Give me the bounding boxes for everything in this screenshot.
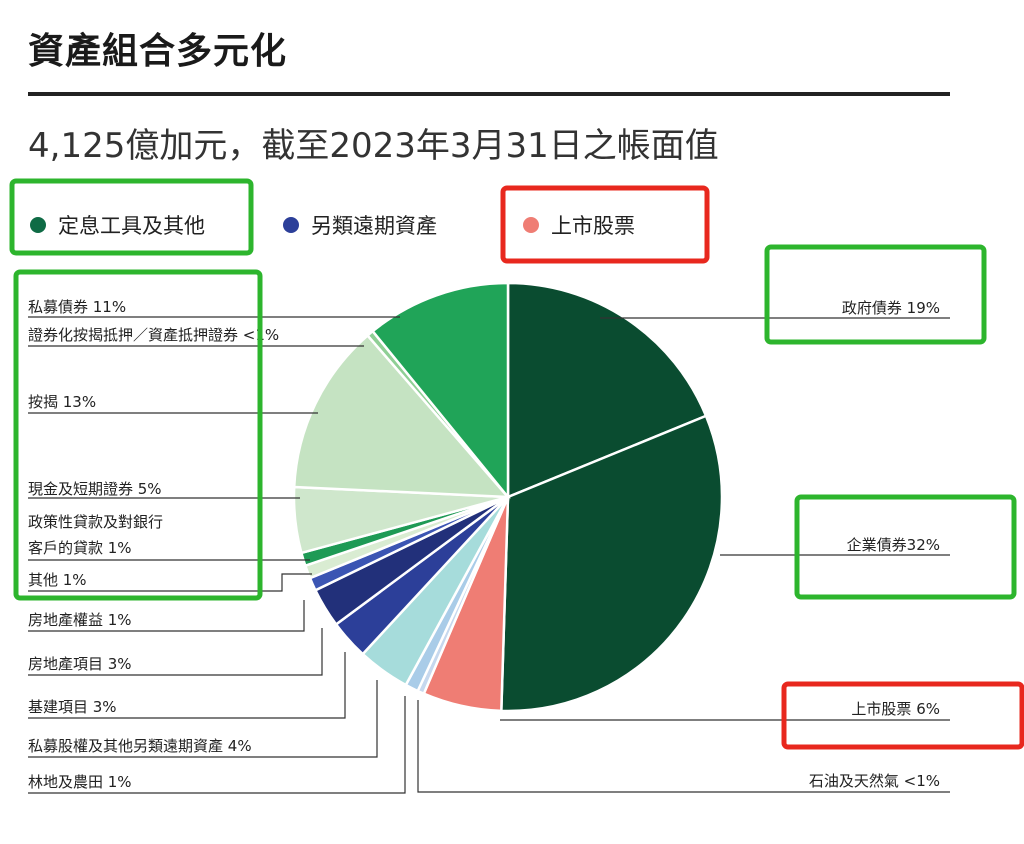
highlight-box-corporate-bonds [794, 494, 1017, 600]
page-title: 資產組合多元化 [28, 31, 288, 72]
pie-slice-14 [370, 281, 510, 501]
slice-label-1: 企業債券32% [847, 536, 940, 554]
slice-label-11: 現金及短期證券 5% [28, 480, 162, 498]
chart-subtitle: 4,125億加元，截至2023年3月31日之帳面值 [28, 126, 719, 166]
pie-slice-0 [506, 281, 708, 499]
title-rule [28, 92, 950, 96]
legend-label-alternative: 另類遠期資產 [311, 214, 437, 238]
slice-label-10-line-0: 政策性貸款及對銀行 [28, 513, 163, 531]
leader-line-6 [28, 652, 346, 719]
slice-label-8: 房地產權益 1% [28, 611, 132, 629]
highlight-box-legend-equity [500, 185, 710, 264]
slice-label-5: 私募股權及其他另類遠期資產 4% [28, 737, 252, 755]
legend-item-alternative: 另類遠期資產 [283, 210, 437, 240]
slice-label-12: 按揭 13% [28, 393, 96, 411]
slice-label-3: 石油及天然氣 <1% [809, 772, 940, 790]
highlight-box-left-labels [13, 269, 263, 601]
slice-label-13: 證券化按揭抵押／資產抵押證券 <1% [28, 326, 279, 344]
slice-label-0: 政府債券 19% [842, 299, 940, 317]
pie-slice-1 [500, 414, 724, 713]
leader-line-5 [28, 680, 378, 758]
slice-label-14: 私募債券 11% [28, 298, 126, 316]
slice-label-2: 上市股票 6% [851, 700, 940, 718]
legend-item-public-equity: 上市股票 [523, 210, 635, 240]
slice-label-9: 其他 1% [28, 571, 87, 589]
legend-dot-public-equity [523, 217, 539, 233]
highlight-box-public-equity [781, 681, 1024, 750]
slice-label-10-line-1: 客戶的貸款 1% [28, 539, 132, 557]
legend-dot-alternative [283, 217, 299, 233]
slice-label-7: 房地產項目 3% [28, 655, 132, 673]
slice-label-4: 林地及農田 1% [28, 773, 132, 791]
leader-line-3 [417, 700, 950, 793]
highlight-box-legend-fixed-income [9, 178, 254, 256]
highlight-box-government-bonds [764, 244, 987, 345]
pie-slice-12 [292, 333, 511, 499]
legend-item-fixed-income: 定息工具及其他 [30, 210, 205, 240]
legend-label-public-equity: 上市股票 [551, 214, 635, 238]
leader-line-9 [28, 573, 312, 592]
leader-line-7 [28, 628, 323, 676]
leader-line-4 [28, 696, 406, 794]
legend-label-fixed-income: 定息工具及其他 [58, 214, 205, 238]
legend-dot-fixed-income [30, 217, 46, 233]
leader-line-8 [28, 600, 305, 632]
slice-label-6: 基建項目 3% [28, 698, 117, 716]
